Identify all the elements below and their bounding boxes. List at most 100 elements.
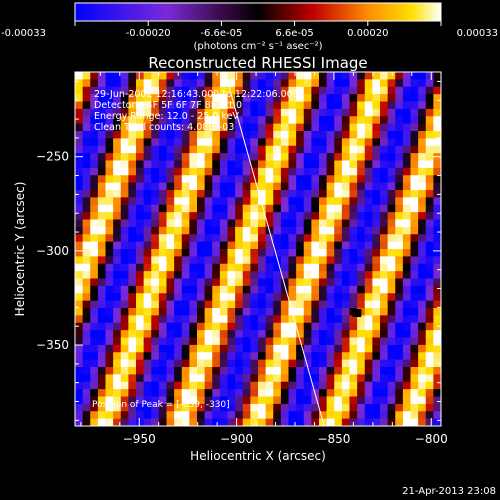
- colorbar-tick-label: -0.00020: [126, 28, 171, 39]
- heatmap-cell: [113, 212, 122, 221]
- heatmap-cell: [311, 337, 320, 346]
- heatmap-cell: [280, 374, 290, 383]
- heatmap-cell: [326, 153, 335, 162]
- heatmap-cell: [418, 418, 427, 426]
- heatmap-cell: [242, 293, 251, 302]
- heatmap-cell: [364, 219, 373, 228]
- heatmap-cell: [326, 204, 335, 213]
- heatmap-cell: [212, 234, 221, 243]
- heatmap-cell: [425, 322, 434, 331]
- heatmap-cell: [410, 175, 419, 184]
- heatmap-cell: [166, 153, 175, 162]
- heatmap-cell: [120, 241, 129, 250]
- heatmap-cell: [418, 182, 427, 191]
- heatmap-cell: [433, 241, 441, 250]
- heatmap-cell: [319, 300, 328, 309]
- heatmap-cell: [303, 197, 312, 206]
- heatmap-cell: [265, 234, 274, 243]
- heatmap-cell: [425, 72, 434, 80]
- heatmap-cell: [166, 389, 175, 398]
- heatmap-cell: [280, 219, 290, 228]
- heatmap-cell: [181, 131, 190, 139]
- heatmap-cell: [357, 226, 366, 235]
- heatmap-cell: [189, 241, 198, 250]
- heatmap-cell: [235, 300, 244, 309]
- heatmap-cell: [105, 344, 114, 353]
- heatmap-cell: [425, 293, 434, 302]
- heatmap-cell: [265, 344, 274, 353]
- heatmap-cell: [349, 79, 358, 88]
- heatmap-cell: [395, 249, 404, 257]
- heatmap-cell: [82, 72, 91, 80]
- heatmap-cell: [181, 337, 190, 346]
- heatmap-cell: [197, 138, 206, 147]
- heatmap-cell: [418, 352, 427, 361]
- heatmap-cell: [334, 94, 343, 103]
- heatmap-cell: [395, 344, 404, 353]
- heatmap-cell: [311, 197, 320, 206]
- heatmap-cell: [189, 182, 198, 191]
- heatmap-cell: [82, 160, 91, 169]
- heatmap-cell: [212, 160, 221, 169]
- heatmap-cell: [136, 197, 145, 206]
- heatmap-cell: [197, 108, 206, 117]
- heatmap-cell: [288, 322, 297, 331]
- heatmap-cell: [136, 116, 145, 125]
- heatmap-cell: [90, 293, 99, 302]
- heatmap-cell: [158, 330, 168, 339]
- heatmap-cell: [319, 153, 328, 162]
- heatmap-cell: [136, 145, 145, 154]
- heatmap-cell: [212, 285, 221, 294]
- heatmap-cell: [113, 108, 122, 117]
- heatmap-cell: [82, 403, 91, 412]
- heatmap-cell: [113, 123, 122, 132]
- heatmap-cell: [143, 263, 152, 272]
- heatmap-cell: [219, 160, 229, 169]
- heatmap-cell: [326, 182, 335, 191]
- heatmap-cell: [395, 182, 404, 191]
- heatmap-cell: [75, 197, 84, 206]
- heatmap-cell: [250, 285, 259, 294]
- heatmap-cell: [357, 138, 366, 147]
- heatmap-cell: [174, 241, 183, 250]
- heatmap-cell: [395, 271, 404, 280]
- heatmap-cell: [189, 411, 198, 420]
- heatmap-cell: [303, 263, 312, 272]
- heatmap-cell: [151, 123, 160, 132]
- heatmap-cell: [250, 219, 259, 228]
- heatmap-cell: [395, 241, 404, 250]
- heatmap-cell: [97, 145, 107, 154]
- heatmap-cell: [128, 101, 137, 110]
- heatmap-cell: [143, 300, 152, 309]
- heatmap-cell: [303, 330, 312, 339]
- heatmap-cell: [303, 101, 312, 110]
- heatmap-cell: [227, 256, 236, 265]
- heatmap-cell: [418, 108, 427, 117]
- heatmap-cell: [410, 256, 419, 265]
- heatmap-cell: [136, 123, 145, 132]
- heatmap-cell: [288, 131, 297, 139]
- heatmap-cell: [166, 123, 175, 132]
- heatmap-cell: [311, 94, 320, 103]
- heatmap-cell: [433, 337, 441, 346]
- heatmap-cell: [387, 271, 396, 280]
- heatmap-cell: [197, 249, 206, 257]
- heatmap-cell: [349, 389, 358, 398]
- heatmap-cell: [113, 418, 122, 426]
- heatmap-cell: [136, 403, 145, 412]
- heatmap-cell: [326, 234, 335, 243]
- heatmap-cell: [151, 175, 160, 184]
- heatmap-cell: [120, 86, 129, 95]
- heatmap-cell: [235, 138, 244, 147]
- heatmap-cell: [433, 123, 441, 132]
- heatmap-cell: [288, 263, 297, 272]
- heatmap-cell: [90, 344, 99, 353]
- heatmap-cell: [97, 219, 107, 228]
- heatmap-cell: [410, 389, 419, 398]
- heatmap-cell: [395, 138, 404, 147]
- heatmap-cell: [280, 182, 290, 191]
- heatmap-cell: [372, 226, 381, 235]
- heatmap-cell: [242, 108, 251, 117]
- heatmap-cell: [311, 308, 320, 316]
- heatmap-cell: [425, 197, 434, 206]
